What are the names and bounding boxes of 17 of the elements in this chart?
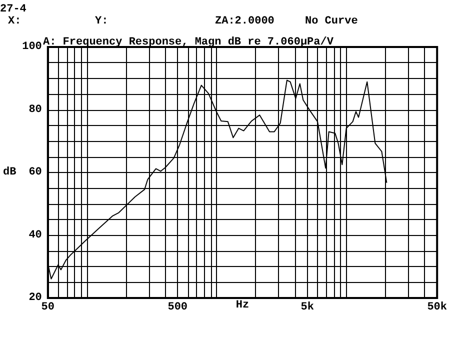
y-tick-label: 20 <box>28 292 42 304</box>
text: No Curve <box>305 16 358 28</box>
x-tick-label: 50k <box>427 302 448 314</box>
y-tick-label: 40 <box>28 229 42 242</box>
x-axis-title: Hz <box>236 300 250 312</box>
text: 27-4 <box>0 4 27 16</box>
chart-title: A: Frequency Response, Magn dB re 7.060μPa/V <box>43 36 334 48</box>
y-tick-label: 80 <box>28 104 42 116</box>
x-tick-label: 5k <box>300 302 314 314</box>
text: X: <box>8 16 22 28</box>
text: ZA:2.0000 <box>215 16 274 28</box>
y-tick-label: 60 <box>28 166 42 178</box>
y-axis-title: dB <box>3 166 17 178</box>
y-tick-label: 100 <box>22 41 42 53</box>
text: Y: <box>95 16 108 28</box>
x-tick-label: 50 <box>41 302 55 314</box>
x-tick-label: 500 <box>168 302 188 314</box>
